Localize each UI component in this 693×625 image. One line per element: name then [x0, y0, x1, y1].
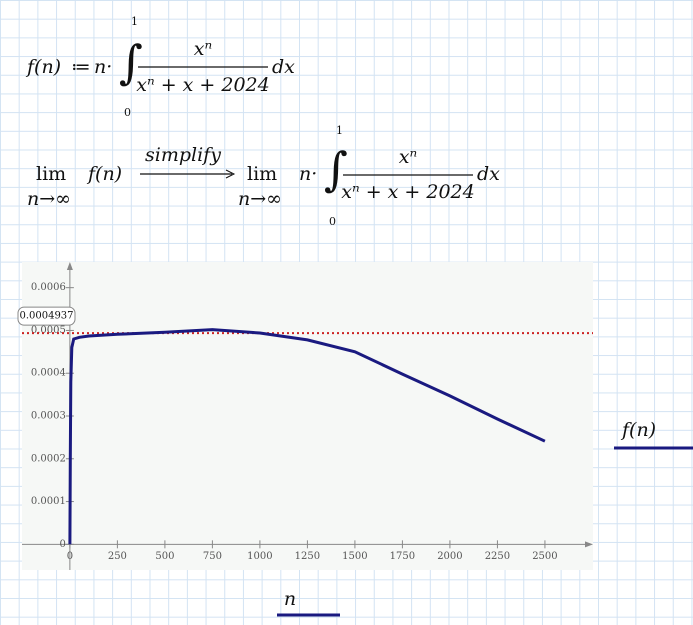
x-tick-label: 2250 [485, 551, 510, 562]
x-axis-arrow [585, 541, 593, 548]
x-tick-label: 500 [155, 551, 174, 562]
keyword: simplify [145, 144, 221, 166]
upper: 1 [131, 15, 138, 28]
y-tick-label: 0.0001 [31, 496, 66, 507]
x-tick-label: 1250 [295, 551, 320, 562]
result-lim: lim [247, 163, 277, 185]
numerator: xⁿ [194, 38, 212, 60]
approach: n→∞ [27, 188, 71, 210]
series-line [68, 328, 546, 545]
x-tick-label: 1750 [390, 551, 415, 562]
reference-label-box [17, 306, 76, 326]
y-tick-label: 0.0006 [31, 282, 66, 293]
differential: dx [477, 163, 500, 185]
x-tick-label: 1000 [247, 551, 272, 562]
plot-area [22, 262, 593, 570]
numerator: xⁿ [399, 146, 417, 168]
lim: lim [36, 163, 66, 185]
function: f(n) [86, 163, 122, 185]
plot: 0 250 500 750 1000 1250 1500 1750 2000 2250 2500 0 0… [17, 262, 593, 570]
differential: dx [272, 56, 295, 78]
denominator: xⁿ + x + 2024 [341, 181, 474, 203]
integral: ∫ [119, 35, 143, 89]
y-tick-label: 0.0003 [31, 411, 66, 422]
x-tick-label: 2000 [437, 551, 462, 562]
factor: n· [299, 163, 317, 185]
reference-label: 0.0004937 [19, 311, 73, 322]
x-tick-label: 0 [67, 551, 73, 562]
assign: ≔ [71, 56, 91, 78]
y-tick-label: 0 [60, 539, 66, 550]
x-tick-label: 2500 [532, 551, 557, 562]
arrow-head [225, 169, 236, 179]
x-tick-label: 750 [203, 551, 222, 562]
x-tick-label: 250 [108, 551, 127, 562]
result-approach: n→∞ [238, 188, 282, 210]
y-tick-label: 0.0002 [31, 453, 66, 464]
upper: 1 [336, 124, 343, 137]
factor: n· [94, 56, 112, 78]
y-tick-label: 0.0004 [31, 368, 66, 379]
x-axis-label: n [284, 588, 296, 610]
x-tick-label: 1500 [342, 551, 367, 562]
denominator: xⁿ + x + 2024 [136, 74, 269, 96]
y-axis-arrow [66, 262, 73, 270]
y-tick-label: 0.0005 [31, 325, 66, 336]
legend-label: f(n) [620, 419, 656, 441]
lhs: f(n) [25, 56, 61, 78]
lower: 0 [124, 106, 131, 119]
integral: ∫ [324, 142, 348, 196]
lower: 0 [329, 215, 336, 228]
